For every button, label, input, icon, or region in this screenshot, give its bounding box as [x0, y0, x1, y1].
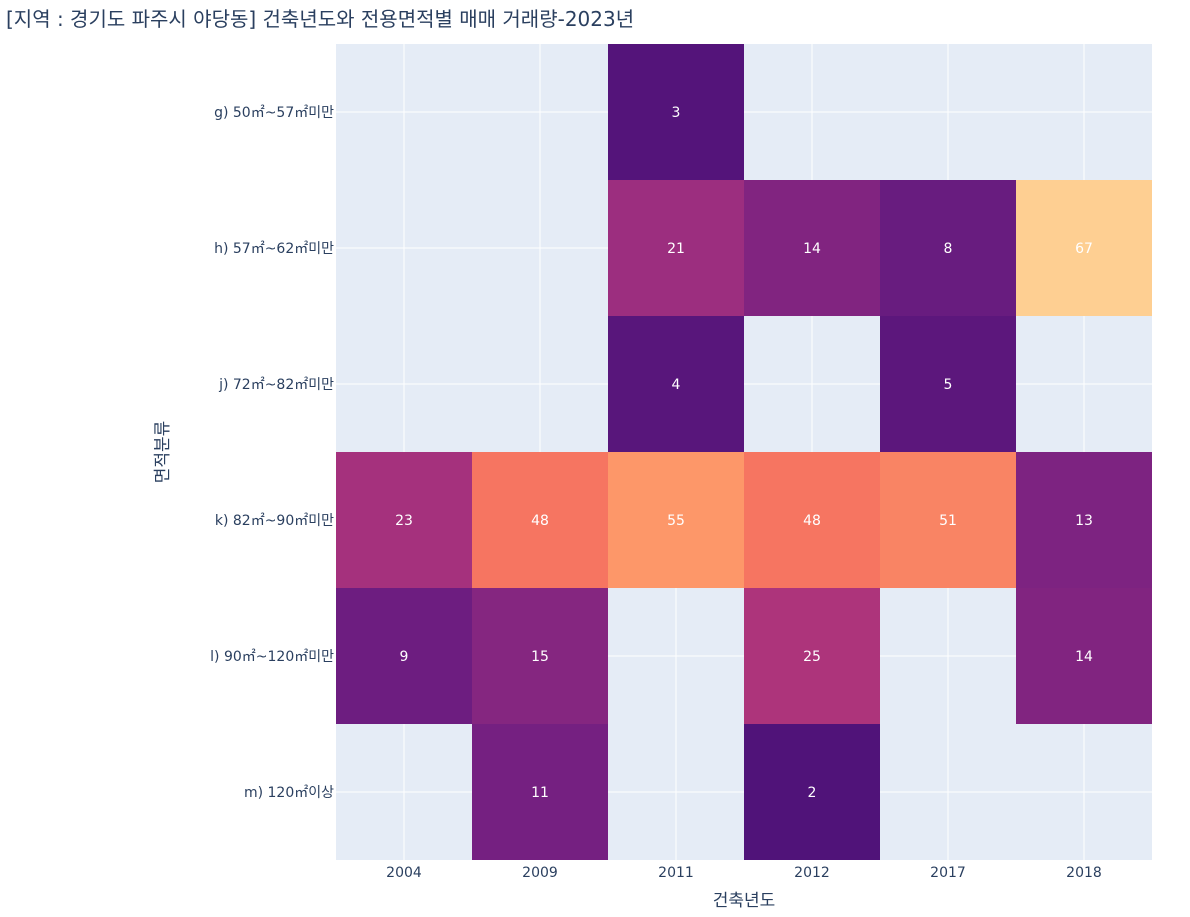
heatmap-cell [336, 452, 472, 588]
chart-title: [지역 : 경기도 파주시 야당동] 건축년도와 전용면적별 매매 거래량-20… [6, 7, 634, 31]
cell-value-label: 11 [531, 785, 549, 801]
cell-value-label: 2 [808, 785, 817, 801]
y-tick-label: m) 120㎡이상 [244, 785, 334, 801]
y-axis-title: 면적분류 [153, 421, 173, 484]
cell-value-label: 13 [1075, 513, 1093, 529]
y-axis-ticks: g) 50㎡~57㎡미만 h) 57㎡~62㎡미만 j) 72㎡~82㎡미만 k) 8… [210, 105, 334, 801]
cell-value-label: 51 [939, 513, 957, 529]
heatmap-cell [880, 316, 1016, 452]
heatmap-cell [472, 452, 608, 588]
x-tick-label: 2004 [386, 865, 422, 881]
heatmap-cell [744, 588, 880, 724]
heatmap-cell [336, 588, 472, 724]
heatmap-cell [472, 724, 608, 860]
heatmap-cell [1016, 588, 1152, 724]
cell-value-label: 55 [667, 513, 685, 529]
x-tick-label: 2009 [522, 865, 558, 881]
cell-value-label: 67 [1075, 241, 1093, 257]
heatmap-cell [472, 588, 608, 724]
cell-value-label: 48 [531, 513, 549, 529]
heatmap-cell [608, 180, 744, 316]
cell-value-label: 25 [803, 649, 821, 665]
heatmap-cell [608, 44, 744, 180]
cell-value-label: 23 [395, 513, 413, 529]
y-tick-label: l) 90㎡~120㎡미만 [210, 649, 334, 665]
cell-value-label: 4 [672, 377, 681, 393]
x-tick-label: 2012 [794, 865, 830, 881]
x-tick-label: 2017 [930, 865, 966, 881]
heatmap-cell [608, 452, 744, 588]
heatmap-cell [1016, 452, 1152, 588]
heatmap-cell [880, 452, 1016, 588]
cell-value-label: 9 [400, 649, 409, 665]
x-axis-ticks: 2004 2009 2011 2012 2017 2018 [386, 865, 1102, 881]
cell-value-label: 21 [667, 241, 685, 257]
cell-value-label: 14 [1075, 649, 1093, 665]
cell-value-label: 3 [672, 105, 681, 121]
x-axis-title: 건축년도 [713, 891, 776, 911]
y-tick-label: k) 82㎡~90㎡미만 [215, 513, 334, 529]
y-tick-label: j) 72㎡~82㎡미만 [218, 377, 334, 393]
cell-value-label: 8 [944, 241, 953, 257]
cell-value-label: 14 [803, 241, 821, 257]
heatmap-cell [744, 452, 880, 588]
cell-value-label: 15 [531, 649, 549, 665]
x-tick-label: 2011 [658, 865, 694, 881]
cell-value-label: 48 [803, 513, 821, 529]
cell-value-label: 5 [944, 377, 953, 393]
y-tick-label: h) 57㎡~62㎡미만 [214, 241, 334, 257]
y-tick-label: g) 50㎡~57㎡미만 [214, 105, 334, 121]
heatmap-cell [1016, 180, 1152, 316]
heatmap-cell [608, 316, 744, 452]
x-tick-label: 2018 [1066, 865, 1102, 881]
heatmap-cell [744, 724, 880, 860]
heatmap-cell [744, 180, 880, 316]
heatmap-cell [880, 180, 1016, 316]
